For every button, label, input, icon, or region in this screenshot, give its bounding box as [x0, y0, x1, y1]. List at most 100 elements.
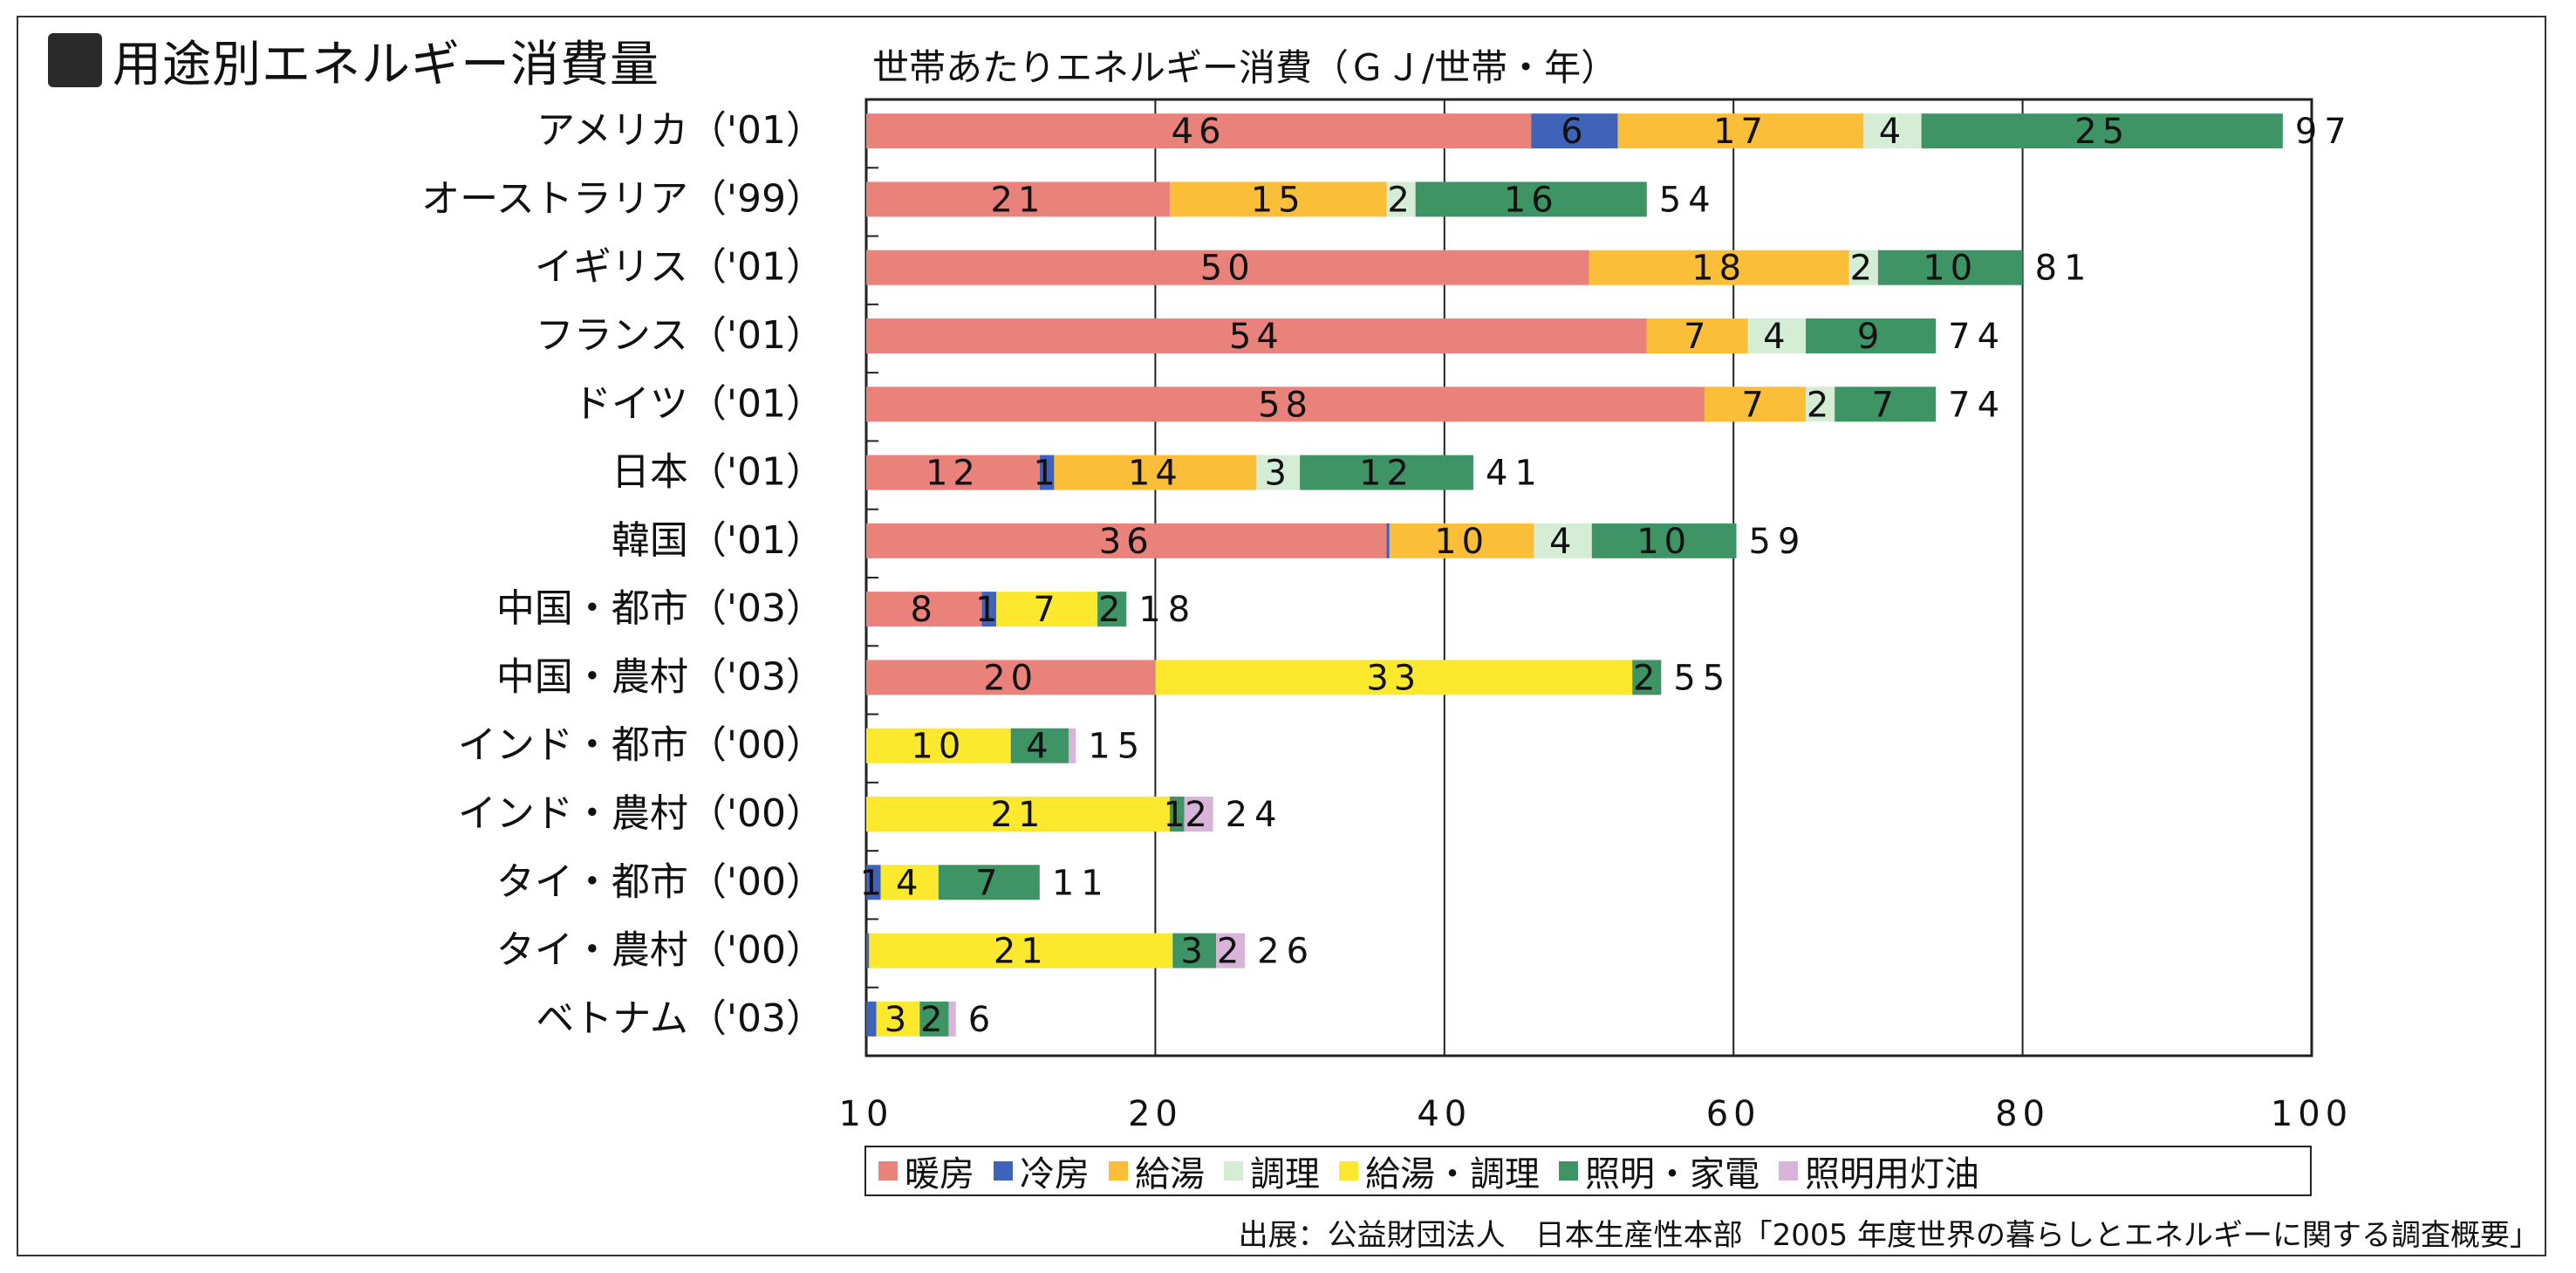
x-tick-label: 20 [1128, 1094, 1183, 1134]
segment-value-label: 9 [1857, 317, 1884, 357]
segment-value-label: 10 [1636, 522, 1691, 562]
legend-swatch-icon [1559, 1161, 1578, 1181]
total-value-label: 15 [1088, 727, 1146, 767]
x-tick-label: 10 [839, 1094, 894, 1134]
bar-segment [1169, 797, 1185, 832]
bar-segment [1068, 728, 1076, 763]
total-value-label: 26 [1257, 932, 1315, 972]
bar-segment [1705, 387, 1807, 422]
bar-segment [1863, 113, 1922, 149]
bar-segment [1848, 250, 1878, 285]
title-text: 用途別エネルギー消費量 [113, 36, 659, 93]
category-label: タイ・農村（'00） [496, 928, 824, 973]
segment-value-label: 7 [1684, 317, 1711, 357]
segment-value-label: 3 [1265, 454, 1292, 494]
bar-segment [866, 113, 1532, 149]
segment-value-label: 4 [1026, 727, 1053, 767]
legend-label: 給湯 [1135, 1154, 1205, 1194]
bar-segment [866, 318, 1647, 353]
total-value-label: 18 [1138, 590, 1197, 630]
figure-title: 用途別エネルギー消費量 [48, 30, 659, 93]
bar-segment [938, 865, 1040, 900]
bar-segment [919, 1001, 949, 1037]
legend-item: 給湯・調理 [1339, 1146, 1540, 1196]
segment-value-label: 7 [1033, 590, 1060, 630]
legend-swatch-icon [994, 1161, 1013, 1181]
bar-segment [1877, 250, 2023, 285]
bar-segment [1172, 933, 1216, 968]
segment-value-label: 54 [1229, 317, 1284, 357]
category-label: 韓国（'01） [612, 518, 824, 563]
segment-value-label: 2 [1633, 658, 1660, 698]
category-label: ベトナム（'03） [536, 996, 824, 1041]
bar-segment [866, 592, 982, 627]
bar-segment [1389, 523, 1534, 558]
legend-label: 照明・家電 [1585, 1154, 1759, 1194]
segment-value-label: 12 [926, 454, 981, 494]
total-value-label: 81 [2035, 249, 2094, 289]
segment-value-label: 46 [1172, 112, 1227, 152]
segment-value-label: 7 [975, 863, 1002, 903]
source-note: 出展：公益財団法人 日本生産性本部「2005 年度世界の暮らしとエネルギーに関す… [1238, 1218, 2539, 1253]
segment-value-label: 14 [1128, 454, 1183, 494]
category-label: 日本（'01） [612, 450, 824, 495]
segment-value-label: 10 [1923, 249, 1978, 289]
segment-value-label: 1 [975, 590, 1002, 630]
category-label: 中国・都市（'03） [496, 586, 824, 631]
total-value-label: 74 [1948, 385, 2006, 425]
segment-value-label: 3 [885, 1000, 912, 1040]
category-label: アメリカ（'01） [536, 108, 824, 153]
bar-segment [869, 933, 1173, 968]
bar-segment [1632, 660, 1662, 695]
segment-value-label: 58 [1258, 385, 1313, 425]
segment-value-label: 18 [1691, 249, 1746, 289]
segment-value-label: 4 [1879, 112, 1906, 152]
unit-label: 世帯あたりエネルギー消費（ＧＪ/世帯・年） [872, 46, 1618, 89]
legend: 暖房 冷房 給湯 調理 給湯・調理 照明・家電 照明用灯油 [864, 1146, 2312, 1196]
legend-label: 照明用灯油 [1805, 1154, 1979, 1194]
legend-swatch-icon [1109, 1161, 1128, 1181]
legend-swatch-icon [1779, 1161, 1798, 1181]
x-tick-label: 60 [1706, 1094, 1761, 1134]
total-value-label: 59 [1749, 522, 1807, 562]
legend-swatch-icon [878, 1161, 898, 1181]
bar-segment [1010, 728, 1069, 763]
bar-segment [866, 523, 1387, 558]
total-value-label: 24 [1226, 795, 1284, 835]
segment-value-label: 3 [1180, 932, 1207, 972]
bar-segment [1921, 113, 2283, 149]
segment-value-label: 6 [1561, 112, 1588, 152]
bar-segment [866, 728, 1011, 763]
segment-value-label: 17 [1713, 112, 1768, 152]
segment-value-label: 4 [1763, 317, 1790, 357]
x-tick-label: 80 [1995, 1094, 2050, 1134]
bar-segment [866, 387, 1705, 422]
legend-item: 照明用灯油 [1779, 1146, 1979, 1196]
segment-value-label: 25 [2074, 112, 2129, 152]
bar-segment [1617, 113, 1864, 149]
bar-segment [1155, 660, 1633, 695]
bar-segment [1835, 387, 1937, 422]
segment-value-label: 10 [911, 727, 966, 767]
bar-segment [1534, 523, 1592, 558]
category-label: ドイツ（'01） [573, 381, 824, 426]
category-label: インド・都市（'00） [458, 723, 824, 768]
legend-label: 給湯・調理 [1365, 1154, 1540, 1194]
segment-value-label: 8 [911, 590, 938, 630]
segment-value-label: 12 [1359, 454, 1414, 494]
segment-value-label: 2 [1387, 180, 1414, 220]
bar-segment [1531, 113, 1618, 149]
legend-label: 暖房 [905, 1154, 974, 1194]
x-tick-label: 40 [1417, 1094, 1472, 1134]
legend-item: 暖房 [878, 1146, 974, 1196]
x-tick-label: 100 [2271, 1094, 2353, 1134]
bar-segment [1591, 523, 1737, 558]
category-label: オーストラリア（'99） [421, 176, 824, 221]
legend-swatch-icon [1339, 1161, 1358, 1181]
bar-segment [880, 865, 939, 900]
segment-value-label: 10 [1434, 522, 1489, 562]
segment-value-label: 36 [1099, 522, 1154, 562]
total-value-label: 97 [2295, 112, 2354, 152]
bar-segment [866, 250, 1589, 285]
